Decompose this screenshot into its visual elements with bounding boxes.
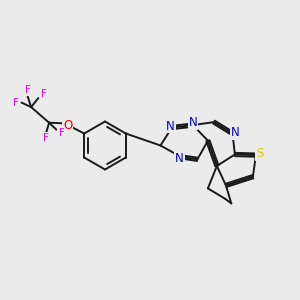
- Text: F: F: [43, 133, 49, 143]
- Text: O: O: [63, 118, 72, 132]
- Text: F: F: [13, 98, 19, 108]
- Text: S: S: [256, 147, 263, 160]
- Text: N: N: [188, 116, 197, 129]
- Text: N: N: [166, 119, 175, 133]
- Text: F: F: [41, 89, 47, 100]
- Text: F: F: [59, 128, 65, 138]
- Text: N: N: [175, 152, 184, 165]
- Text: N: N: [230, 126, 239, 139]
- Text: F: F: [25, 85, 31, 95]
